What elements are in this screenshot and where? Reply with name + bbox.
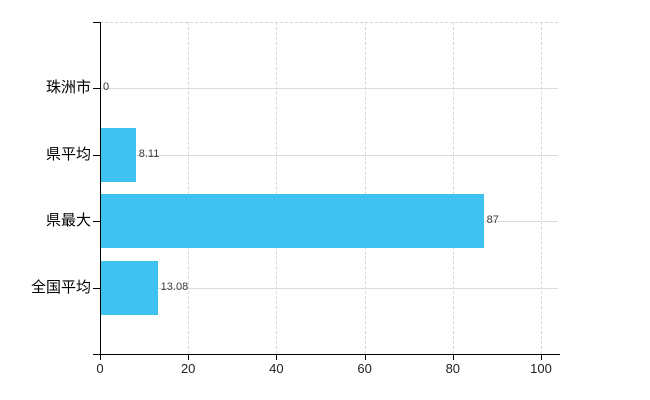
- x-axis-tick: [364, 355, 366, 360]
- category-label: 全国平均: [30, 278, 91, 296]
- vertical-gridline: [364, 22, 366, 354]
- bar-value-label: 13.08: [160, 280, 189, 293]
- category-label: 県最大: [45, 212, 91, 230]
- vertical-gridline: [452, 22, 454, 354]
- horizontal-gridline: [100, 154, 558, 156]
- y-axis-tick: [93, 287, 100, 289]
- x-tick-label: 80: [445, 361, 461, 376]
- bar-value-label: 0: [103, 81, 110, 94]
- category-label: 県平均: [45, 145, 91, 163]
- x-axis-tick: [100, 355, 101, 360]
- bar[interactable]: [101, 260, 158, 315]
- plot-top-border: [100, 22, 558, 23]
- horizontal-gridline: [100, 287, 558, 289]
- x-axis-tick: [276, 355, 278, 360]
- vertical-gridline: [276, 22, 278, 354]
- y-axis-tick: [93, 22, 100, 23]
- y-axis-line: [100, 22, 101, 354]
- x-axis-tick: [452, 355, 454, 360]
- x-tick-label: 40: [269, 361, 284, 376]
- y-axis-tick: [93, 154, 100, 156]
- category-label: 珠洲市: [45, 79, 91, 97]
- bar-value-label: 8.11: [138, 147, 160, 160]
- x-tick-label: 100: [530, 361, 552, 376]
- x-axis-tick: [541, 355, 542, 360]
- x-axis-tick: [188, 355, 190, 360]
- horizontal-gridline: [100, 88, 558, 90]
- bar[interactable]: [101, 127, 136, 182]
- vertical-gridline: [188, 22, 190, 354]
- x-tick-label: 60: [357, 361, 372, 376]
- x-tick-label: 0: [96, 361, 104, 376]
- x-axis-line: [93, 354, 560, 355]
- bar-value-label: 87: [486, 214, 499, 227]
- y-axis-tick: [93, 88, 100, 90]
- bar[interactable]: [101, 194, 484, 249]
- x-tick-label: 20: [180, 361, 196, 376]
- vertical-gridline: [541, 22, 542, 354]
- y-axis-tick: [93, 221, 100, 223]
